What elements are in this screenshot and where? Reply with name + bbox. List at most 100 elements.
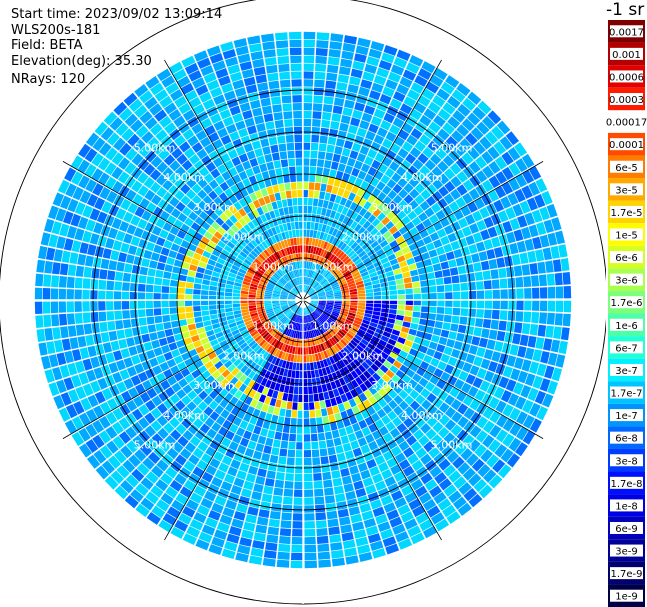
gate-cell (224, 261, 233, 268)
gate-cell (282, 326, 288, 334)
gate-cell (273, 289, 281, 293)
gate-cell (290, 560, 303, 569)
gate-cell (56, 379, 67, 394)
gate-cell (534, 194, 546, 208)
gate-cell (281, 512, 292, 521)
gate-cell (303, 150, 310, 158)
gate-cell (273, 252, 279, 261)
gate-cell (436, 307, 445, 314)
gate-cell (404, 406, 415, 417)
gate-cell (542, 393, 554, 408)
gate-cell (94, 121, 108, 136)
gate-cell (370, 363, 379, 372)
gate-cell (245, 168, 254, 178)
colorbar-label-bg (610, 409, 643, 422)
gate-cell (169, 300, 177, 307)
gate-cell (266, 310, 274, 314)
gate-cell (191, 183, 202, 194)
gate-cell (83, 266, 92, 278)
gate-cell (257, 357, 265, 366)
gate-cell (449, 267, 459, 276)
gate-cell (401, 484, 414, 496)
gate-cell (145, 400, 156, 412)
gate-cell (228, 441, 239, 452)
gate-cell (90, 290, 98, 300)
gate-cell (529, 402, 541, 417)
gate-cell (288, 296, 296, 299)
gate-cell (298, 221, 303, 229)
gate-cell (204, 360, 214, 370)
gate-cell (259, 163, 268, 173)
gate-cell (353, 395, 362, 405)
gate-cell (146, 276, 155, 285)
gate-cell (483, 349, 494, 360)
range-ring-label: 3.00km (371, 379, 413, 392)
gate-cell (312, 206, 318, 214)
gate-cell (92, 137, 106, 152)
gate-cell (329, 315, 337, 321)
gate-cell (316, 520, 327, 529)
gate-cell (322, 241, 329, 250)
gate-cell (267, 219, 275, 228)
gate-cell (383, 360, 392, 369)
gate-cell (241, 68, 254, 79)
gate-cell (324, 341, 331, 349)
gate-cell (188, 243, 197, 252)
gate-cell (335, 170, 344, 180)
gate-cell (268, 267, 275, 274)
gate-cell (202, 279, 211, 286)
gate-cell (287, 320, 293, 328)
gate-cell (141, 333, 151, 343)
gate-cell (253, 199, 261, 209)
gate-cell (347, 239, 356, 247)
gate-cell (282, 317, 289, 325)
gate-cell (492, 289, 500, 299)
gate-cell (326, 274, 334, 280)
gate-cell (253, 275, 261, 281)
gate-cell (399, 364, 409, 374)
gate-cell (536, 406, 548, 421)
gate-cell (303, 95, 313, 103)
gate-cell (89, 233, 100, 245)
gate-cell (177, 281, 186, 288)
gate-cell (212, 249, 221, 257)
gate-cell (235, 257, 244, 265)
gate-cell (377, 212, 386, 222)
gate-cell (150, 420, 162, 432)
gate-cell (417, 95, 431, 107)
gate-cell (289, 345, 294, 354)
gate-cell (521, 323, 531, 335)
gate-cell (106, 132, 120, 146)
gate-cell (242, 236, 250, 245)
gate-cell (318, 143, 327, 152)
gate-cell (219, 212, 229, 222)
gate-cell (303, 182, 309, 190)
gate-cell (275, 322, 282, 329)
gate-cell (482, 319, 492, 329)
gate-cell (296, 286, 300, 293)
gate-cell (285, 409, 292, 418)
gate-cell (281, 257, 287, 265)
gate-cell (145, 491, 159, 505)
gate-cell (529, 361, 540, 375)
gate-cell (92, 183, 104, 196)
gate-cell (327, 201, 334, 210)
gate-cell (186, 412, 198, 423)
range-ring-label: 4.00km (401, 409, 443, 422)
gate-cell (225, 218, 234, 228)
gate-cell (361, 426, 371, 437)
gate-cell (498, 210, 509, 223)
gate-cell (303, 31, 316, 40)
gate-cell (305, 277, 308, 285)
gate-cell (170, 314, 179, 321)
gate-cell (313, 473, 322, 481)
gate-cell (314, 496, 325, 505)
gate-cell (349, 288, 357, 293)
gate-cell (303, 71, 314, 79)
gate-cell (369, 90, 381, 101)
gate-cell (321, 224, 327, 233)
gate-cell (545, 260, 554, 273)
gate-cell (337, 163, 346, 172)
gate-cell (442, 102, 456, 115)
range-ring-label: 3.00km (371, 201, 413, 214)
